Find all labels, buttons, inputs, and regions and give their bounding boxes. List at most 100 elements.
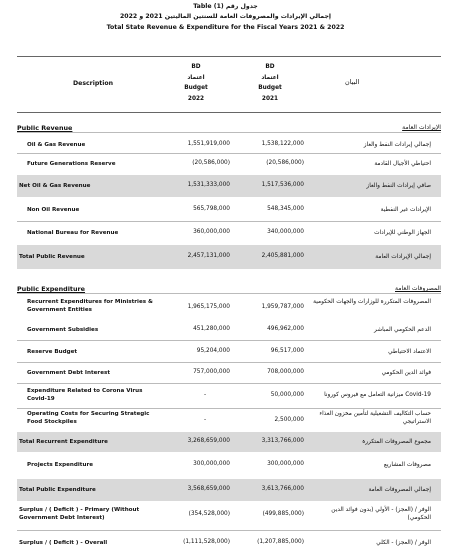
row-label: Non Oil Revenue	[27, 207, 80, 213]
table-row-oil-gas: Oil & Gas Revenue 1,551,919,000 1,538,12…	[17, 137, 441, 153]
row-label: Operating Costs for Securing Strategic F…	[27, 411, 150, 425]
rule	[17, 221, 441, 222]
english-title: Total State Revenue & Expenditure for th…	[106, 24, 345, 31]
value-2022: -	[203, 392, 207, 398]
row-label: Total Public Expenditure	[19, 487, 96, 493]
row-label: Future Generations Reserve	[27, 161, 116, 167]
section-title-revenue: Public Revenue	[17, 124, 73, 132]
row-label-arabic: إجمالي إيرادات النفط والغاز	[363, 142, 431, 148]
column-header-2021: BD اعتماد Budget 2021	[244, 62, 296, 104]
row-label-arabic: الدعم الحكومي المباشر	[374, 327, 431, 333]
value-2022: (1,111,528,000)	[183, 539, 230, 545]
table-row-total-recurrent: Total Recurrent Expenditure 3,268,659,00…	[17, 432, 441, 452]
table-row-reserve-budget: Reserve Budget 95,204,000 96,517,000 الا…	[17, 342, 441, 362]
value-2022: 3,568,659,000	[187, 486, 230, 492]
row-label-arabic: صافي إيرادات النفط والغاز	[366, 183, 431, 189]
table-row-covid: Expenditure Related to Corona Virus Covi…	[17, 385, 441, 407]
column-header-2022: BD اعتماد Budget 2022	[170, 62, 222, 104]
value-2021: 1,517,536,000	[261, 182, 304, 188]
section-title-expenditure-arabic: المصروفات العامة	[395, 285, 441, 292]
row-label: Reserve Budget	[27, 349, 78, 355]
value-2021: 1,959,787,000	[261, 304, 304, 310]
value-2022: 757,000,000	[193, 369, 230, 375]
table-row-total-public-revenue: Total Public Revenue 2,457,131,000 2,405…	[17, 245, 441, 269]
value-2022: 1,531,333,000	[187, 182, 230, 188]
table-row-government-subsidies: Government Subsidies 451,280,000 496,962…	[17, 321, 441, 339]
value-2022: 300,000,000	[193, 461, 230, 467]
row-label: Projects Expenditure	[27, 462, 94, 468]
value-2022: 2,457,131,000	[187, 253, 230, 259]
table-row-future-generations: Future Generations Reserve (20,586,000) …	[17, 155, 441, 173]
row-label-arabic: حساب التكاليف التشغيلية لتأمين مخزون الغ…	[319, 411, 431, 425]
col-2022-currency: BD	[191, 64, 201, 70]
description-header: Description	[72, 80, 114, 87]
rule	[17, 530, 441, 531]
rule	[17, 132, 441, 133]
rule	[17, 293, 441, 294]
row-label: Surplus / ( Deficit ) - Primary (Without…	[19, 507, 140, 521]
col-2021-currency: BD	[265, 64, 275, 70]
table-row-projects: Projects Expenditure 300,000,000 300,000…	[17, 454, 441, 476]
value-2022: 3,268,659,000	[187, 438, 230, 444]
col-2021-arabic: اعتماد	[261, 74, 279, 81]
row-label-arabic: فوائد الدين الحكومي	[381, 370, 431, 376]
value-2021: (499,885,000)	[262, 511, 304, 517]
value-2022: 1,965,175,000	[187, 304, 230, 310]
row-label-arabic: الاعتماد الاحتياطي	[388, 349, 431, 355]
value-2021: 2,405,881,000	[261, 253, 304, 259]
col-2022-budget: Budget	[184, 85, 208, 91]
row-label-arabic: الوفر / (العجز) - الأولي (بدون فوائد الد…	[331, 507, 431, 521]
rule	[17, 153, 441, 154]
row-label: National Bureau for Revenue	[27, 230, 119, 236]
table-row-non-oil: Non Oil Revenue 565,798,000 548,345,000 …	[17, 200, 441, 220]
row-label-arabic: الوفر / (العجز) - الكلي	[376, 540, 431, 546]
row-label-arabic: إجمالي المصروفات العامة	[368, 487, 432, 493]
row-label: Net Oil & Gas Revenue	[19, 183, 91, 189]
value-2021: 300,000,000	[267, 461, 304, 467]
table-row-total-public-expenditure: Total Public Expenditure 3,568,659,000 3…	[17, 479, 441, 501]
rule	[17, 362, 441, 363]
header-top-rule	[17, 56, 441, 57]
row-label-arabic: الجهاز الوطني للإيرادات	[374, 230, 431, 236]
value-2021: 340,000,000	[267, 229, 304, 235]
value-2022: 360,000,000	[193, 229, 230, 235]
value-2021: 3,313,766,000	[261, 438, 304, 444]
value-2022: 1,551,919,000	[187, 141, 230, 147]
arabic-title: إجمالي الإيرادات والمصروفات العامة للسنت…	[119, 13, 332, 20]
table-number: Table (1) جدول رقم	[193, 3, 258, 10]
row-label: Expenditure Related to Corona Virus Covi…	[27, 388, 143, 402]
arabic-description-header: البيان	[345, 78, 360, 86]
table-row-surplus-overall: Surplus / ( Deficit ) - Overall (1,111,5…	[17, 532, 441, 552]
value-2022: (354,528,000)	[188, 511, 230, 517]
row-label-arabic: احتياطي الأجيال القادمة	[374, 161, 431, 167]
row-label-arabic: ميزانية التعامل مع فيروس كورونا Covid-19	[324, 392, 431, 398]
table-row-net-oil-gas: Net Oil & Gas Revenue 1,531,333,000 1,51…	[17, 175, 441, 197]
row-label: Recurrent Expenditures for Ministries & …	[27, 299, 153, 313]
section-title-revenue-arabic: الإيرادات العامة	[402, 124, 441, 131]
col-2022-arabic: اعتماد	[187, 74, 205, 81]
value-2021: 496,962,000	[267, 326, 304, 332]
value-2022: 95,204,000	[196, 348, 230, 354]
value-2021: 1,538,122,000	[261, 141, 304, 147]
row-label: Surplus / ( Deficit ) - Overall	[19, 540, 108, 546]
table-row-surplus-primary: Surplus / ( Deficit ) - Primary (Without…	[17, 503, 441, 529]
value-2022: 565,798,000	[193, 206, 230, 212]
value-2021: (1,207,885,000)	[257, 539, 304, 545]
table-row-national-bureau: National Bureau for Revenue 360,000,000 …	[17, 223, 441, 243]
value-2021: (20,586,000)	[266, 160, 304, 166]
value-2022: (20,586,000)	[192, 160, 230, 166]
value-2021: 548,345,000	[267, 206, 304, 212]
row-label-arabic: مجموع المصروفات المتكررة	[362, 439, 431, 445]
rule	[17, 340, 441, 341]
row-label: Total Recurrent Expenditure	[19, 439, 108, 445]
header-bottom-rule	[17, 112, 441, 113]
table-row-debt-interest: Government Debt Interest 757,000,000 708…	[17, 364, 441, 382]
table-row-food-stockpiles: Operating Costs for Securing Strategic F…	[17, 410, 441, 432]
row-label-arabic: إجمالي الإيرادات العامة	[375, 254, 431, 260]
value-2021: 708,000,000	[267, 369, 304, 375]
row-label: Oil & Gas Revenue	[27, 142, 86, 148]
row-label: Government Subsidies	[27, 327, 99, 333]
section-title-expenditure: Public Expenditure	[17, 285, 86, 293]
table-row-recurrent-ministries: Recurrent Expenditures for Ministries & …	[17, 295, 441, 321]
